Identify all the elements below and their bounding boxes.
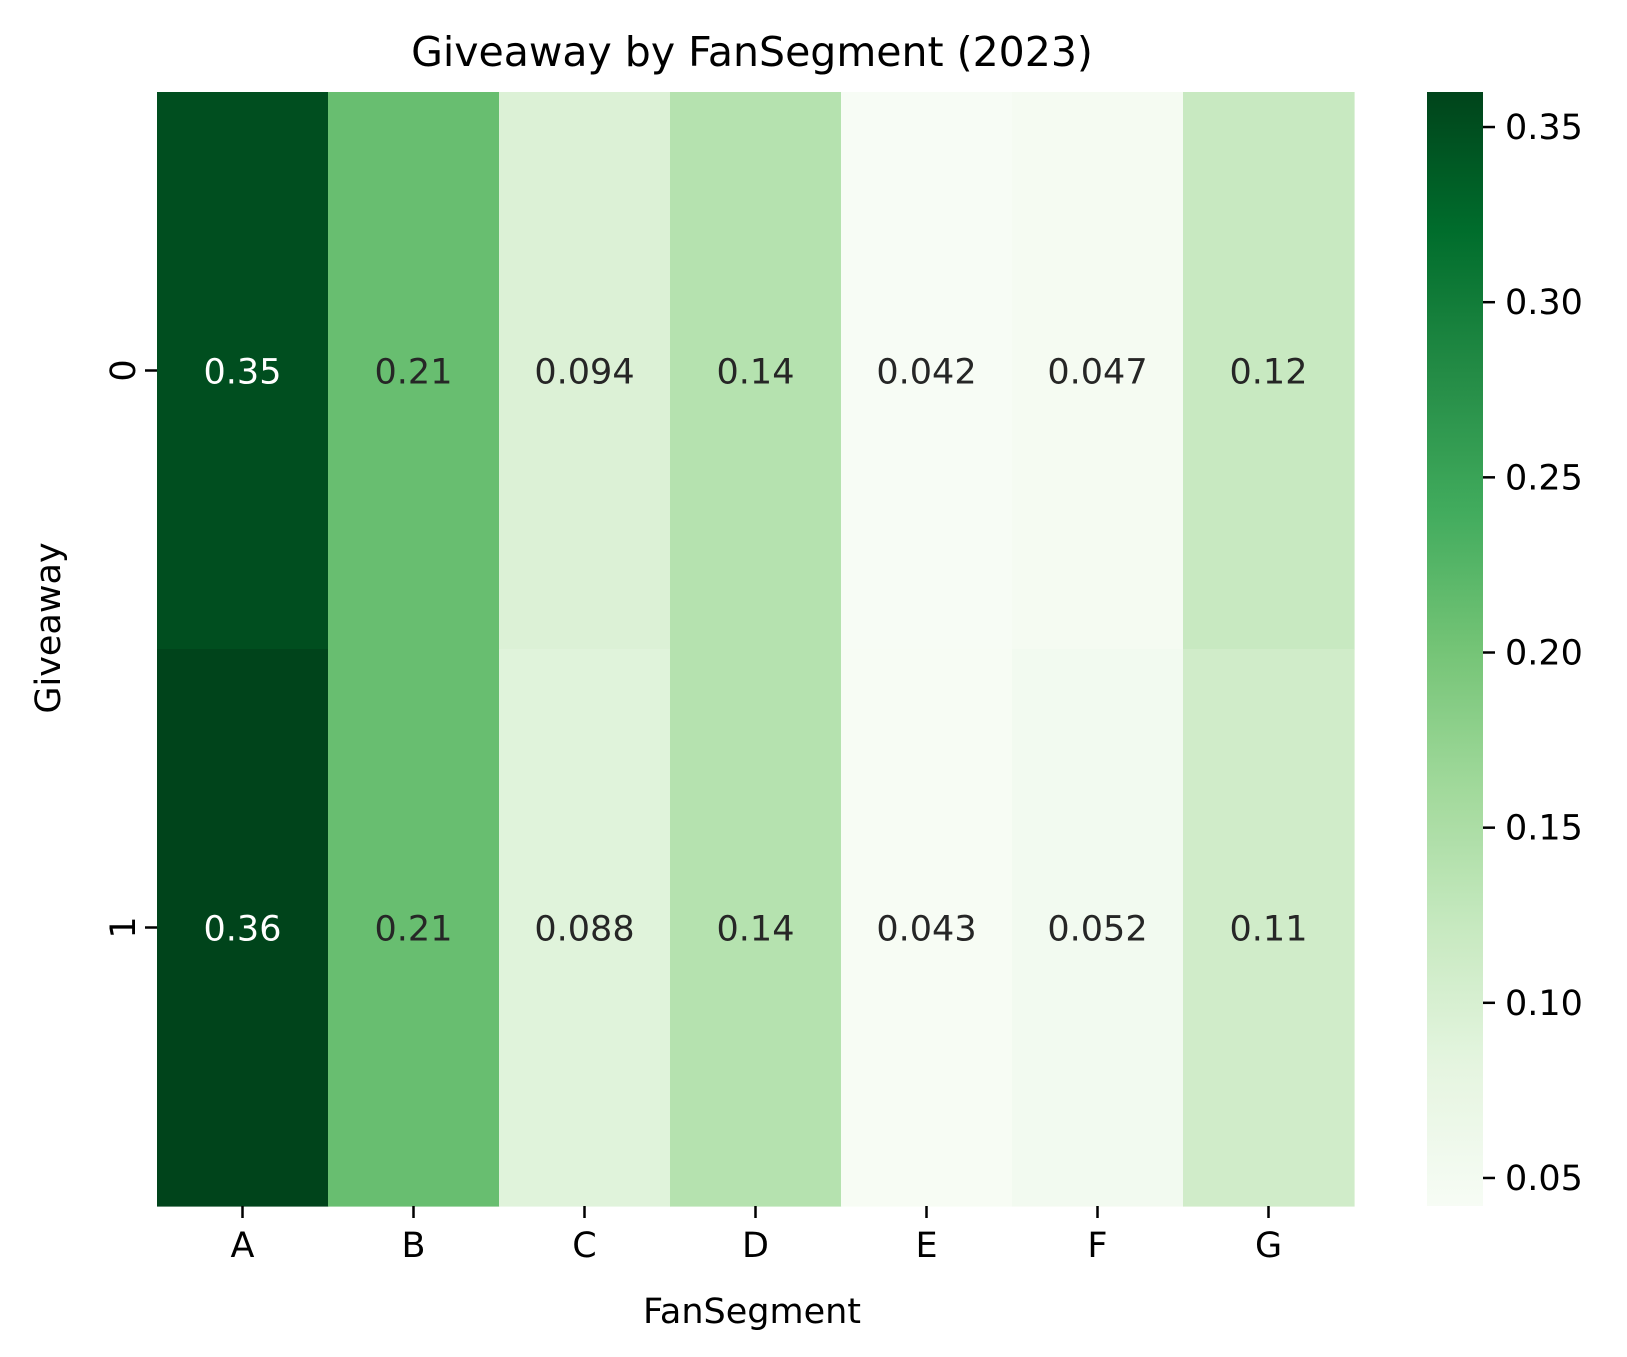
cell-value-label: 0.14 (717, 353, 795, 393)
heatmap-cell-0-A (157, 92, 329, 650)
x-tick-label: C (572, 1226, 596, 1266)
cell-value-label: 0.11 (1230, 910, 1308, 950)
heatmap-cell-0-D (670, 92, 842, 650)
x-tick-label: A (231, 1226, 255, 1266)
colorbar-tick-label: 0.20 (1505, 634, 1583, 674)
x-axis: A B C D E F G (231, 1206, 1282, 1266)
heatmap-cell-0-E (841, 92, 1013, 650)
x-tick-label: D (742, 1226, 769, 1266)
colorbar-tick-label: 0.10 (1505, 984, 1583, 1024)
heatmap-cell-0-B (328, 92, 500, 650)
cell-value-label: 0.35 (204, 353, 282, 393)
x-tick-label: E (915, 1226, 937, 1266)
cell-value-label: 0.14 (717, 910, 795, 950)
cell-value-label: 0.12 (1230, 353, 1308, 393)
cell-value-label: 0.047 (1047, 353, 1147, 393)
cell-value-label: 0.043 (876, 910, 976, 950)
colorbar: 0.05 0.10 0.15 0.20 0.25 0.30 0.35 (1427, 92, 1583, 1206)
cell-value-label: 0.042 (876, 353, 976, 393)
heatmap-cell-1-D (670, 649, 842, 1207)
cell-value-label: 0.21 (375, 910, 453, 950)
heatmap-cells (157, 92, 1355, 1207)
x-tick-label: F (1087, 1226, 1107, 1266)
heatmap-cell-0-C (499, 92, 671, 650)
cell-value-label: 0.052 (1047, 910, 1147, 950)
cell-value-label: 0.36 (204, 910, 282, 950)
cell-value-label: 0.088 (534, 910, 634, 950)
colorbar-tick-label: 0.15 (1505, 809, 1583, 849)
y-axis: 01 (104, 359, 157, 939)
heatmap-cell-1-A (157, 649, 329, 1207)
heatmap-cell-0-F (1012, 92, 1184, 650)
cell-value-label: 0.094 (534, 353, 634, 393)
colorbar-gradient (1427, 92, 1483, 1206)
heatmap-cell-1-F (1012, 649, 1184, 1207)
colorbar-tick-label: 0.30 (1505, 283, 1583, 323)
heatmap-cell-1-G (1183, 649, 1355, 1207)
heatmap-cell-1-E (841, 649, 1013, 1207)
x-tick-label: G (1255, 1226, 1282, 1266)
chart-title: Giveaway by FanSegment (2023) (411, 28, 1093, 76)
colorbar-tick-label: 0.05 (1505, 1159, 1583, 1199)
y-tick-label: 1 (104, 916, 144, 938)
colorbar-tick-label: 0.35 (1505, 108, 1583, 148)
y-axis-label: Giveaway (29, 542, 69, 713)
heatmap-cell-labels: 0.35 0.21 0.094 0.14 0.042 0.047 0.12 0.36 0.21 0… (204, 353, 1308, 950)
colorbar-tick-label: 0.25 (1505, 458, 1583, 498)
heatmap-cell-1-B (328, 649, 500, 1207)
heatmap-cell-0-G (1183, 92, 1355, 650)
cell-value-label: 0.21 (375, 353, 453, 393)
x-axis-label: FanSegment (643, 1292, 861, 1332)
x-tick-label: B (401, 1226, 425, 1266)
heatmap-cell-1-C (499, 649, 671, 1207)
y-tick-label: 0 (104, 359, 144, 381)
